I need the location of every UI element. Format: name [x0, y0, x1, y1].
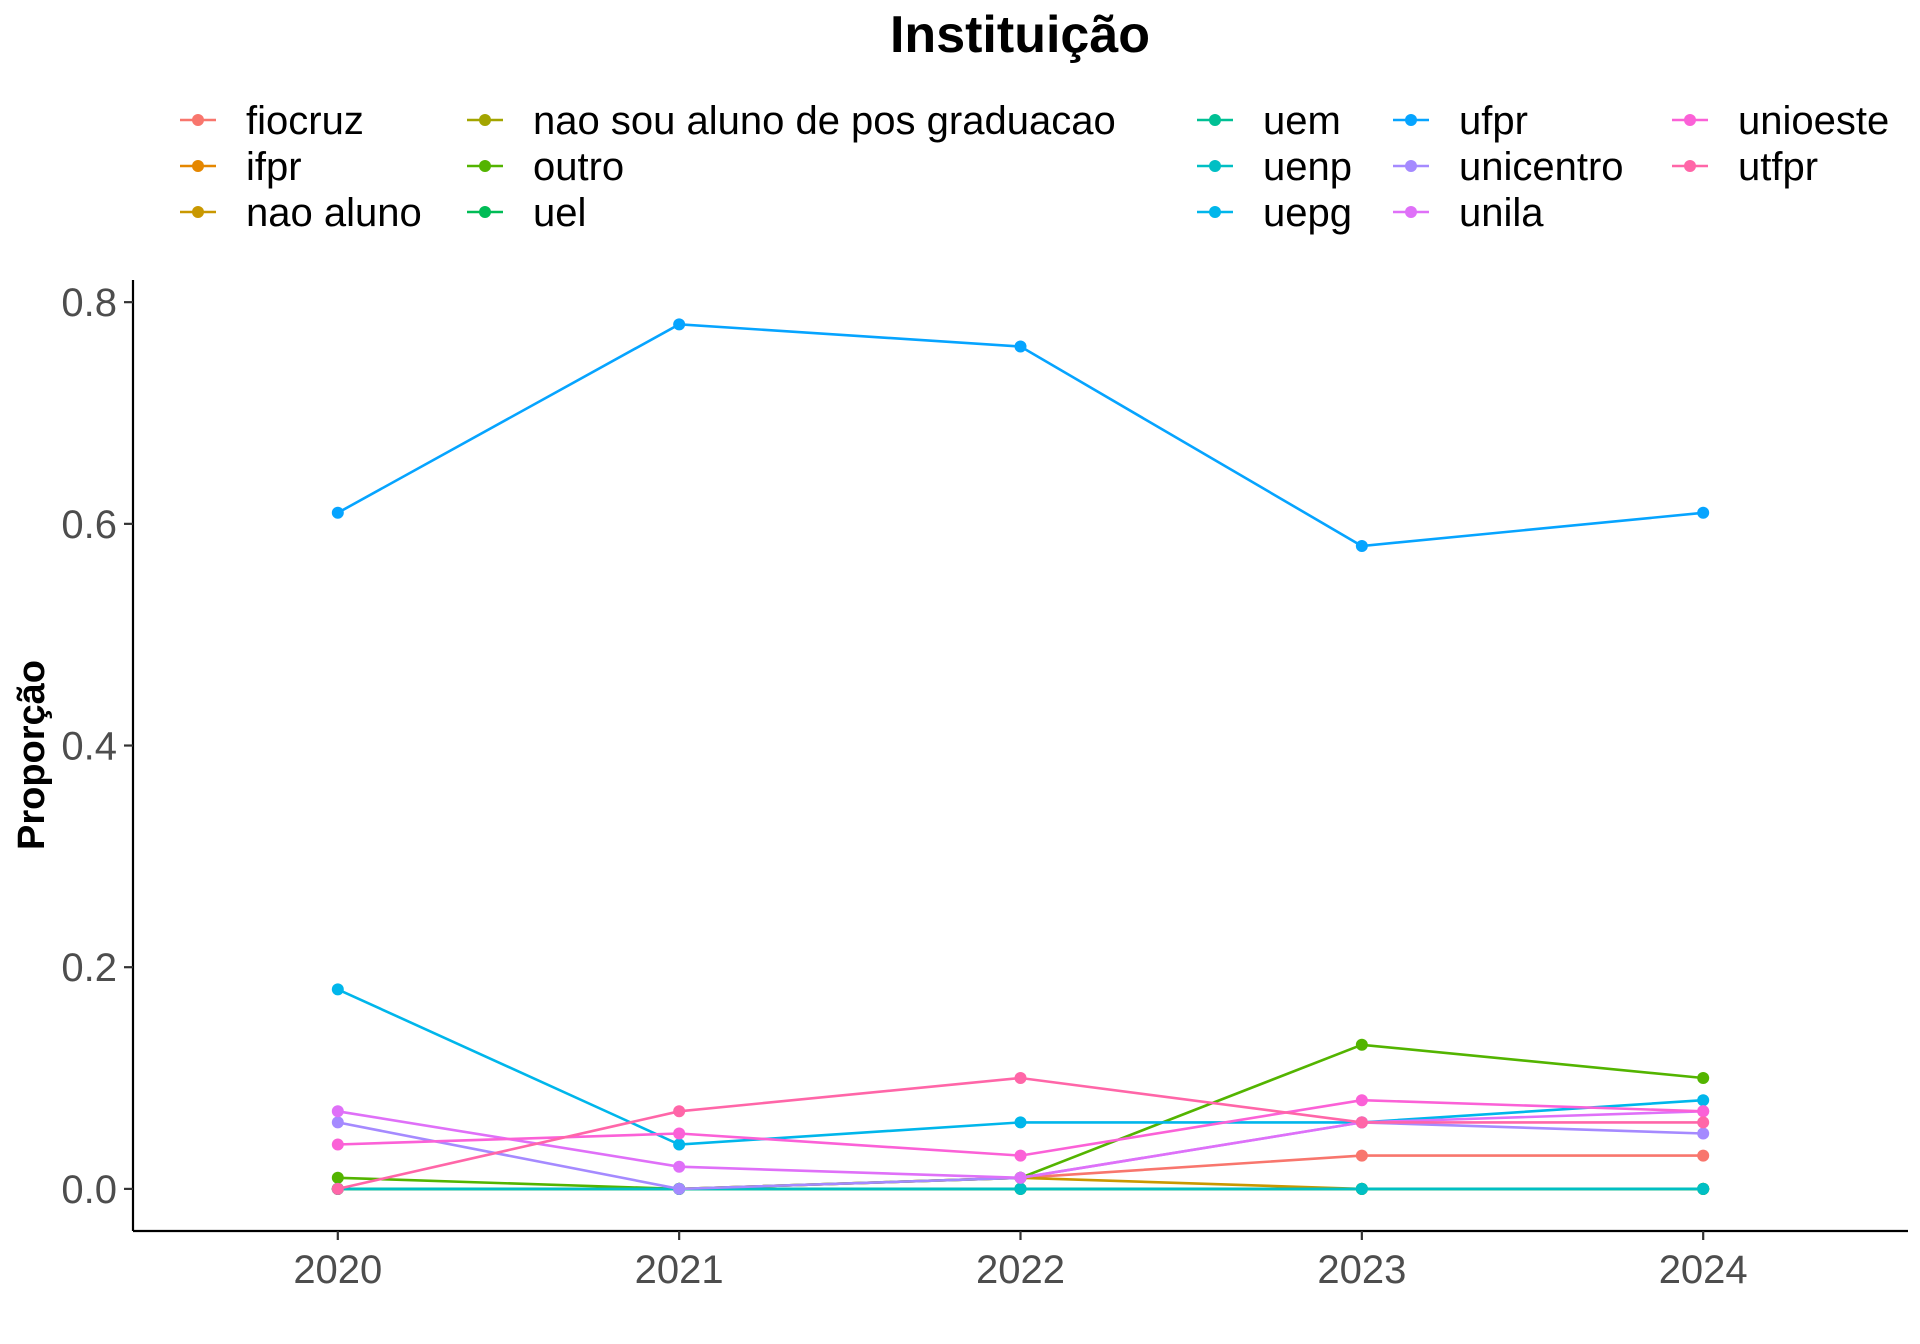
data-point	[673, 1182, 686, 1195]
legend-label: uem	[1263, 99, 1341, 143]
legend-item: uem	[1197, 99, 1341, 143]
legend-key-point	[1209, 160, 1221, 172]
legend-label: utfpr	[1738, 145, 1818, 189]
data-point	[1697, 1072, 1710, 1085]
legend-key-point	[192, 160, 204, 172]
data-point	[1697, 1149, 1710, 1162]
data-point	[1014, 1072, 1027, 1085]
data-point	[673, 1138, 686, 1151]
data-point	[1355, 1149, 1368, 1162]
legend-item: nao sou aluno de pos graduacao	[467, 99, 1116, 143]
data-point	[673, 1105, 686, 1118]
data-point	[1014, 1116, 1027, 1129]
series-utfpr	[331, 1072, 1710, 1195]
x-tick-label: 2022	[976, 1248, 1065, 1292]
legend-key-point	[479, 114, 491, 126]
legend-label: unicentro	[1459, 145, 1624, 189]
legend-key-point	[192, 114, 204, 126]
data-point	[1355, 1094, 1368, 1107]
data-point	[331, 1182, 344, 1195]
data-point	[331, 1138, 344, 1151]
data-point	[331, 1171, 344, 1184]
legend-item: utfpr	[1672, 145, 1818, 189]
y-tick-label: 0.2	[61, 946, 117, 990]
data-point	[1697, 1105, 1710, 1118]
y-axis-label: Proporção	[11, 660, 53, 850]
legend-key-point	[1405, 160, 1417, 172]
legend-item: unila	[1393, 191, 1544, 235]
data-point	[1697, 1127, 1710, 1140]
axes: 0.0 0.2 0.4 0.6 0.8 2020 2021 2022 2023 2024	[61, 280, 1908, 1292]
legend-key-point	[1209, 206, 1221, 218]
data-point	[331, 983, 344, 996]
data-point	[673, 1127, 686, 1140]
series-line	[337, 322, 1704, 548]
legend-label: uenp	[1263, 145, 1352, 189]
legend-item: outro	[467, 145, 624, 189]
data-point	[673, 318, 686, 331]
legend-label: unila	[1459, 191, 1544, 235]
data-point	[1697, 1182, 1710, 1195]
data-point	[1014, 1182, 1027, 1195]
data-point	[331, 1116, 344, 1129]
data-point	[331, 506, 344, 519]
legend-key-point	[1405, 206, 1417, 218]
legend-key-point	[1405, 114, 1417, 126]
data-point	[1355, 1038, 1368, 1051]
series-layer	[331, 318, 1710, 1195]
legend-item: uepg	[1197, 191, 1352, 235]
legend-item: uel	[467, 191, 586, 235]
chart-title: Instituição	[890, 6, 1150, 64]
data-point	[1697, 1094, 1710, 1107]
y-tick-label: 0.6	[61, 503, 117, 547]
x-tick-label: 2023	[1317, 1248, 1406, 1292]
legend-key-point	[1684, 114, 1696, 126]
x-tick-label: 2024	[1659, 1248, 1748, 1292]
x-tick-label: 2021	[635, 1248, 724, 1292]
legend-key-point	[192, 206, 204, 218]
legend-label: ufpr	[1459, 99, 1528, 143]
data-point	[1014, 1171, 1027, 1184]
legend-label: ifpr	[246, 145, 302, 189]
legend-item: ifpr	[180, 145, 302, 189]
data-point	[1355, 1116, 1368, 1129]
legend-label: uepg	[1263, 191, 1352, 235]
legend-key-point	[1209, 114, 1221, 126]
data-point	[1355, 540, 1368, 553]
legend-key-point	[479, 206, 491, 218]
data-point	[1697, 506, 1710, 519]
data-point	[1014, 340, 1027, 353]
legend-item: fiocruz	[180, 99, 364, 143]
legend-label: uel	[533, 191, 586, 235]
y-tick-label: 0.0	[61, 1168, 117, 1212]
data-point	[1697, 1116, 1710, 1129]
data-point	[331, 1105, 344, 1118]
legend-label: nao aluno	[246, 191, 422, 235]
legend-item: unioeste	[1672, 99, 1889, 143]
legend-item: uenp	[1197, 145, 1352, 189]
legend-key-point	[479, 160, 491, 172]
legend-label: outro	[533, 145, 624, 189]
series-uepg	[331, 983, 1710, 1151]
data-point	[1355, 1182, 1368, 1195]
legend-item: unicentro	[1393, 145, 1624, 189]
legend-key-point	[1684, 160, 1696, 172]
data-point	[673, 1160, 686, 1173]
data-point	[1014, 1149, 1027, 1162]
legend-item: nao aluno	[180, 191, 422, 235]
legend-item: ufpr	[1393, 99, 1528, 143]
legend-label: fiocruz	[246, 99, 364, 143]
series-ufpr	[331, 318, 1710, 553]
y-tick-label: 0.4	[61, 725, 117, 769]
y-tick-label: 0.8	[61, 281, 117, 325]
x-tick-label: 2020	[293, 1248, 382, 1292]
legend-label: nao sou aluno de pos graduacao	[533, 99, 1116, 143]
legend-label: unioeste	[1738, 99, 1889, 143]
